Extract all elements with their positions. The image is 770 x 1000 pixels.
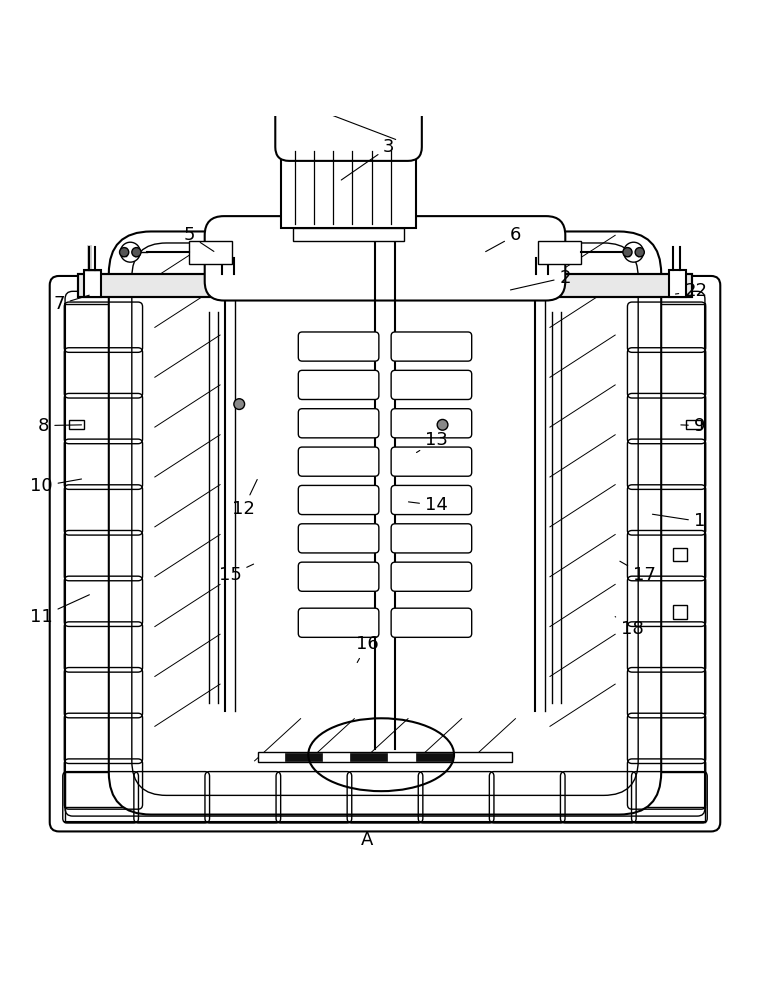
Text: 17: 17	[620, 561, 656, 584]
Bar	[189, 241, 232, 264]
Circle shape	[119, 248, 129, 257]
FancyBboxPatch shape	[298, 332, 379, 361]
Bar	[538, 241, 581, 264]
FancyBboxPatch shape	[298, 562, 379, 591]
FancyBboxPatch shape	[391, 447, 472, 476]
Bar	[416, 753, 453, 761]
Text: 1: 1	[652, 512, 705, 530]
FancyBboxPatch shape	[298, 409, 379, 438]
Text: 14: 14	[408, 496, 448, 514]
Bar	[281, 147, 416, 228]
FancyBboxPatch shape	[391, 332, 472, 361]
Text: 6: 6	[486, 226, 521, 252]
Bar	[259, 752, 511, 762]
Bar	[673, 605, 687, 619]
Text: 18: 18	[615, 617, 644, 638]
Text: 9: 9	[681, 417, 705, 435]
Text: 22: 22	[675, 282, 707, 300]
Circle shape	[234, 399, 245, 409]
Text: 2: 2	[511, 269, 571, 290]
FancyBboxPatch shape	[298, 485, 379, 515]
Bar	[669, 270, 686, 297]
FancyBboxPatch shape	[109, 231, 661, 815]
Text: 16: 16	[356, 635, 379, 663]
Circle shape	[635, 248, 644, 257]
Bar	[78, 274, 692, 297]
Text: 11: 11	[30, 595, 89, 626]
Text: 13: 13	[417, 431, 448, 453]
Text: 7: 7	[53, 295, 89, 313]
Text: 10: 10	[30, 477, 82, 495]
FancyBboxPatch shape	[298, 447, 379, 476]
Circle shape	[120, 242, 140, 262]
Circle shape	[437, 419, 448, 430]
Bar	[673, 548, 687, 561]
Text: 15: 15	[219, 564, 253, 584]
FancyBboxPatch shape	[391, 485, 472, 515]
Text: 5: 5	[183, 226, 214, 251]
Bar	[686, 420, 701, 429]
FancyBboxPatch shape	[391, 370, 472, 399]
Text: A: A	[361, 831, 373, 849]
FancyBboxPatch shape	[298, 370, 379, 399]
Circle shape	[623, 248, 632, 257]
Bar	[78, 274, 692, 297]
Circle shape	[132, 248, 141, 257]
Bar	[69, 420, 84, 429]
FancyBboxPatch shape	[298, 608, 379, 637]
Bar	[84, 270, 101, 297]
Text: 3: 3	[341, 138, 394, 180]
Text: 8: 8	[38, 417, 82, 435]
FancyBboxPatch shape	[391, 562, 472, 591]
FancyBboxPatch shape	[298, 524, 379, 553]
Bar	[350, 753, 387, 761]
Text: 12: 12	[232, 479, 257, 518]
FancyBboxPatch shape	[391, 409, 472, 438]
FancyBboxPatch shape	[276, 95, 422, 161]
FancyBboxPatch shape	[391, 524, 472, 553]
Bar	[285, 753, 322, 761]
FancyBboxPatch shape	[205, 216, 565, 301]
FancyBboxPatch shape	[391, 608, 472, 637]
Bar	[293, 228, 404, 241]
Circle shape	[624, 242, 644, 262]
